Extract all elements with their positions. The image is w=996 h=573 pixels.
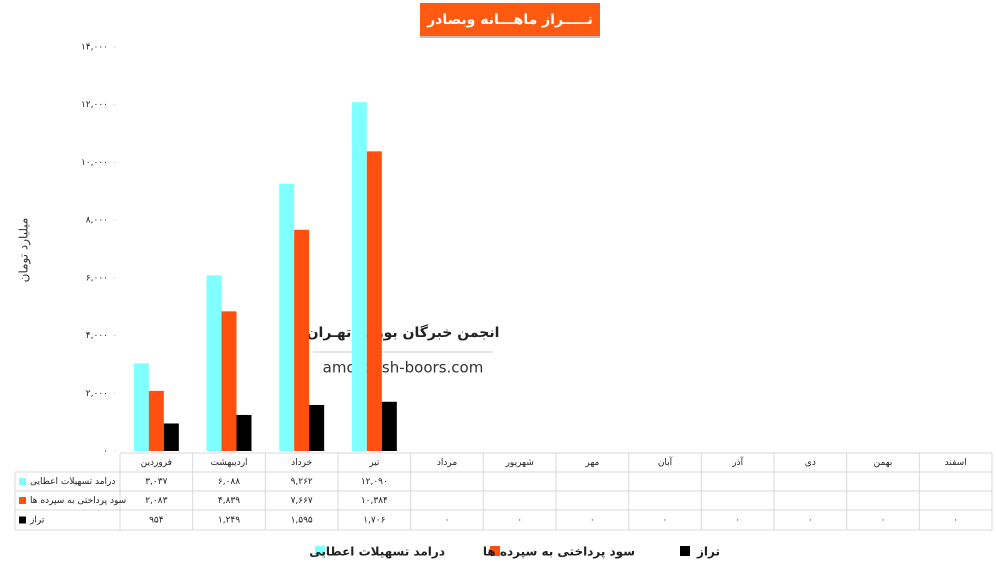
x-tick-label: اردیبهشت bbox=[210, 458, 247, 468]
bar bbox=[133, 363, 149, 451]
table-cell: ۹,۲۶۲ bbox=[291, 477, 313, 487]
table-cell: ۱,۷۰۶ bbox=[363, 516, 385, 526]
legend-label: تراز bbox=[696, 545, 720, 559]
bar bbox=[279, 183, 295, 451]
x-tick-label: دی bbox=[805, 458, 816, 468]
table-cell: ۰ bbox=[590, 516, 595, 526]
x-tick-label: بهمن bbox=[874, 458, 893, 468]
y-tick-label: ۸,۰۰۰ bbox=[86, 216, 108, 226]
table-series-name: سود پرداختی به سپرده ها bbox=[30, 496, 126, 506]
table-series-name: درامد تسهیلات اعطایی bbox=[30, 477, 115, 487]
bar bbox=[294, 229, 310, 451]
bar bbox=[148, 390, 164, 451]
title-box bbox=[420, 3, 600, 36]
x-tick-label: فروردین bbox=[141, 458, 172, 468]
y-tick-label: ۲,۰۰۰ bbox=[86, 389, 108, 399]
table-cell: ۹۵۴ bbox=[149, 516, 164, 526]
legend-key bbox=[490, 546, 500, 556]
legend-label: درامد تسهیلات اعطایی bbox=[309, 545, 445, 559]
x-tick-label: اسفند bbox=[945, 458, 967, 468]
x-tick-label: تیر bbox=[368, 458, 380, 468]
bar bbox=[381, 401, 397, 451]
table-cell: ۱,۲۴۹ bbox=[218, 516, 240, 526]
watermark-site: amoozesh-boors.com bbox=[323, 359, 484, 377]
bar bbox=[163, 423, 179, 451]
x-tick-label: خرداد bbox=[291, 458, 312, 468]
table-cell: ۰ bbox=[735, 516, 740, 526]
bar bbox=[366, 151, 382, 452]
legend-key bbox=[680, 546, 690, 556]
table-cell: ۶,۰۸۸ bbox=[218, 477, 240, 487]
y-tick-label: ۶,۰۰۰ bbox=[86, 273, 108, 283]
x-tick-label: آبان bbox=[658, 456, 673, 468]
y-tick-label: ۴,۰۰۰ bbox=[86, 331, 108, 341]
table-legend-key bbox=[19, 478, 26, 485]
x-tick-label: مهر bbox=[584, 458, 599, 468]
y-tick-label: ۱۴,۰۰۰ bbox=[81, 43, 108, 53]
table-cell: ۰ bbox=[953, 516, 958, 526]
table-cell: ۰ bbox=[808, 516, 813, 526]
table-cell: ۱۰,۳۸۴ bbox=[361, 496, 388, 506]
bar bbox=[221, 311, 237, 451]
table-cell: ۲,۰۸۳ bbox=[145, 496, 167, 506]
y-tick-label: ۰ bbox=[103, 447, 108, 457]
legend-label: سود پرداختی به سپرده ها bbox=[483, 545, 635, 560]
x-tick-label: مرداد bbox=[437, 458, 457, 468]
table-cell: ۰ bbox=[881, 516, 886, 526]
chart-title: تـــــراز ماهـــانه وبصادر bbox=[426, 12, 593, 28]
table-legend-key bbox=[19, 497, 26, 504]
x-tick-label: آذر bbox=[731, 456, 743, 468]
legend-key bbox=[315, 546, 325, 556]
table-cell: ۰ bbox=[517, 516, 522, 526]
table-cell: ۰ bbox=[663, 516, 668, 526]
table-legend-key bbox=[19, 516, 26, 524]
y-tick-label: ۱۰,۰۰۰ bbox=[81, 158, 108, 168]
watermark-title: انجمن خبرگان بورس تهـران bbox=[307, 324, 500, 341]
table-cell: ۱۲,۰۹۰ bbox=[361, 477, 388, 487]
table-cell: ۰ bbox=[445, 516, 450, 526]
y-axis-label: میلیارد تومان bbox=[17, 218, 32, 283]
x-tick-label: شهریور bbox=[505, 458, 534, 468]
bar bbox=[351, 102, 367, 452]
table-cell: ۷,۶۶۷ bbox=[291, 496, 313, 506]
y-tick-label: ۱۲,۰۰۰ bbox=[81, 100, 108, 110]
bar bbox=[236, 414, 252, 451]
table-series-name: تراز bbox=[29, 516, 45, 526]
table-cell: ۱,۵۹۵ bbox=[291, 516, 313, 526]
bar bbox=[206, 275, 222, 451]
table-cell: ۳,۰۳۷ bbox=[145, 477, 167, 487]
table-cell: ۴,۸۳۹ bbox=[218, 496, 240, 506]
bar bbox=[309, 404, 325, 451]
